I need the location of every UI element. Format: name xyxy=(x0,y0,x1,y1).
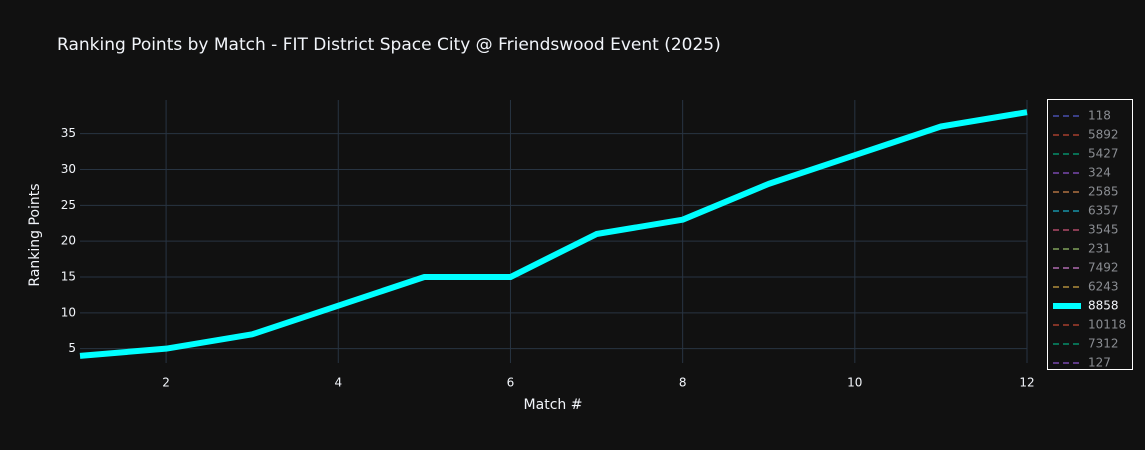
legend-label[interactable]: 6243 xyxy=(1088,280,1119,294)
legend-label[interactable]: 6357 xyxy=(1088,204,1119,218)
legend-label[interactable]: 5427 xyxy=(1088,147,1119,161)
legend-label[interactable]: 7492 xyxy=(1088,261,1119,275)
x-tick-label: 8 xyxy=(679,376,687,390)
x-tick-label: 4 xyxy=(334,376,342,390)
x-tick-label: 6 xyxy=(507,376,515,390)
x-tick-label: 2 xyxy=(162,376,170,390)
y-tick-label: 15 xyxy=(61,270,76,284)
y-axis-label: Ranking Points xyxy=(27,183,43,286)
legend-label[interactable]: 7312 xyxy=(1088,337,1119,351)
y-tick-label: 35 xyxy=(61,126,76,140)
legend-box xyxy=(1047,99,1133,370)
legend-label[interactable]: 10118 xyxy=(1088,318,1126,332)
legend-label[interactable]: 8858 xyxy=(1088,299,1119,313)
legend-label[interactable]: 5892 xyxy=(1088,128,1119,142)
legend-label[interactable]: 2585 xyxy=(1088,185,1119,199)
legend-label[interactable]: 3545 xyxy=(1088,223,1119,237)
x-tick-label: 12 xyxy=(1019,376,1034,390)
legend-label[interactable]: 231 xyxy=(1088,242,1111,256)
x-axis-label: Match # xyxy=(524,397,583,413)
chart-title: Ranking Points by Match - FIT District S… xyxy=(57,35,721,55)
legend-label[interactable]: 127 xyxy=(1088,356,1111,370)
data-line xyxy=(79,109,1028,359)
y-tick-label: 25 xyxy=(61,198,76,212)
y-tick-label: 30 xyxy=(61,162,76,176)
legend-label[interactable]: 324 xyxy=(1088,166,1111,180)
y-tick-label: 20 xyxy=(61,234,76,248)
legend-label[interactable]: 118 xyxy=(1088,109,1111,123)
x-tick-label: 10 xyxy=(847,376,862,390)
y-tick-label: 10 xyxy=(61,305,76,319)
y-tick-label: 5 xyxy=(68,341,76,355)
